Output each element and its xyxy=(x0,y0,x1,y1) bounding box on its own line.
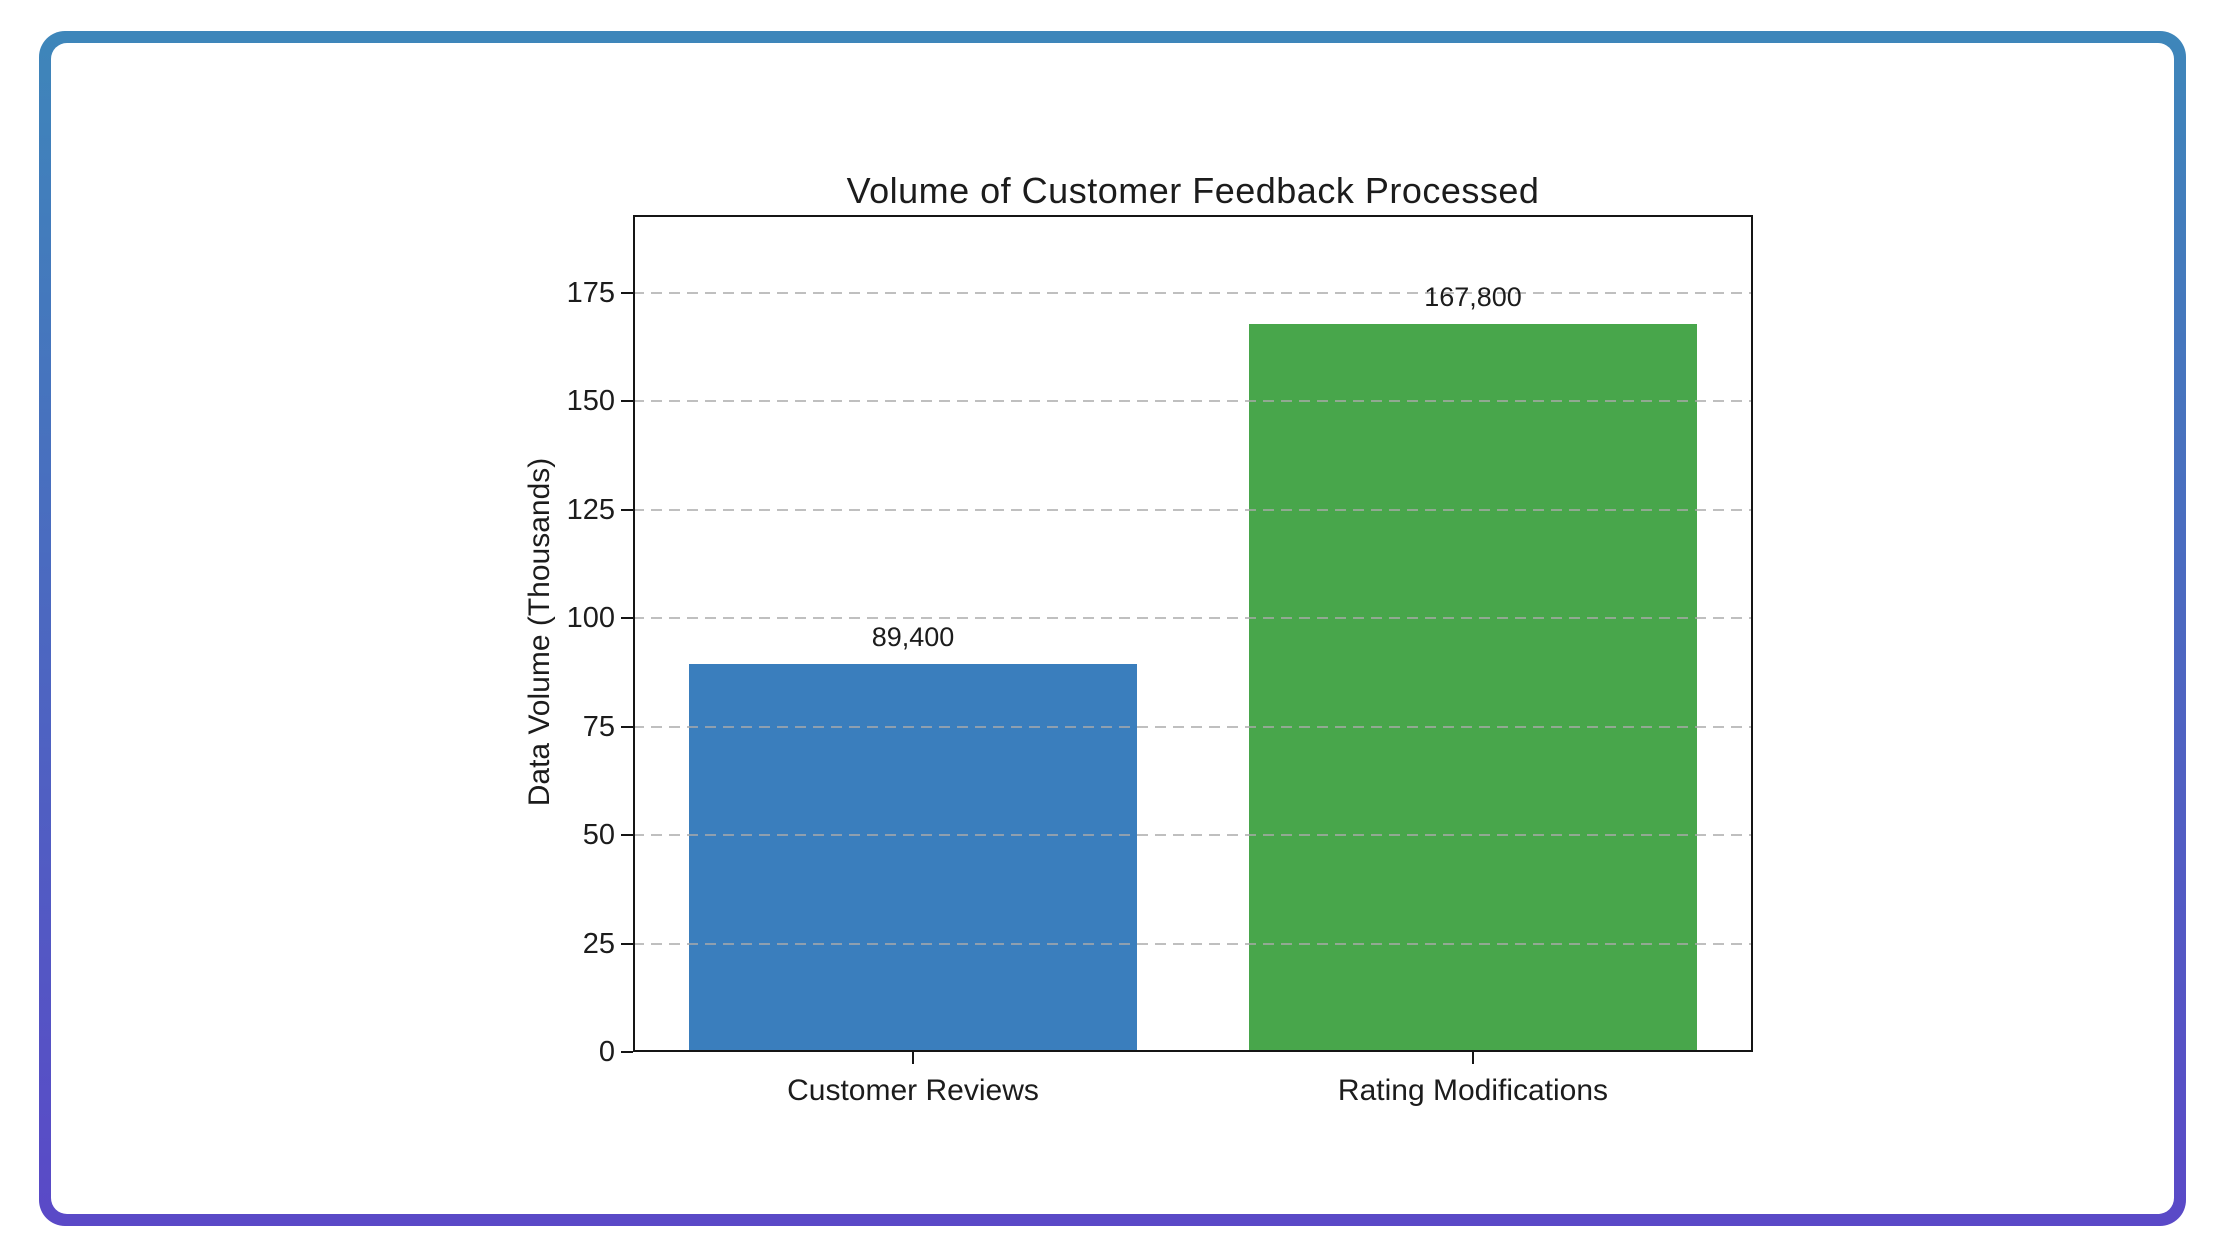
bar-rating-modifications xyxy=(1249,324,1697,1052)
gridline xyxy=(633,942,1753,945)
gradient-frame xyxy=(39,31,2186,1226)
gridline xyxy=(633,400,1753,403)
y-tick-label: 100 xyxy=(566,602,615,635)
gridline xyxy=(633,834,1753,837)
bar-customer-reviews xyxy=(689,664,1137,1052)
y-tick-label: 125 xyxy=(566,493,615,526)
gridline xyxy=(633,617,1753,620)
y-tick-mark xyxy=(621,400,633,403)
y-tick-label: 175 xyxy=(566,277,615,310)
y-tick-mark xyxy=(621,942,633,945)
x-tick-label: Customer Reviews xyxy=(787,1074,1039,1107)
y-tick-mark xyxy=(621,725,633,728)
y-tick-mark xyxy=(621,617,633,620)
y-tick-mark xyxy=(621,1051,633,1053)
x-tick-label: Rating Modifications xyxy=(1337,1074,1609,1107)
y-tick-mark xyxy=(621,292,633,295)
y-tick-label: 150 xyxy=(566,385,615,418)
plot-area xyxy=(633,215,1753,1052)
bar-value-label: 167,800 xyxy=(1424,282,1522,313)
x-tick-mark xyxy=(1472,1052,1474,1064)
gridline xyxy=(633,292,1753,295)
y-tick-label: 50 xyxy=(582,819,615,852)
y-tick-label: 0 xyxy=(598,1036,615,1068)
gridline xyxy=(633,725,1753,728)
y-tick-label: 25 xyxy=(582,927,615,960)
x-tick-mark xyxy=(912,1052,914,1064)
y-tick-mark xyxy=(621,834,633,837)
gridline xyxy=(633,508,1753,511)
y-tick-mark xyxy=(621,508,633,511)
chart-title: Volume of Customer Feedback Processed xyxy=(846,170,1540,211)
y-tick-label: 75 xyxy=(582,710,615,743)
bar-value-label: 89,400 xyxy=(871,622,955,653)
